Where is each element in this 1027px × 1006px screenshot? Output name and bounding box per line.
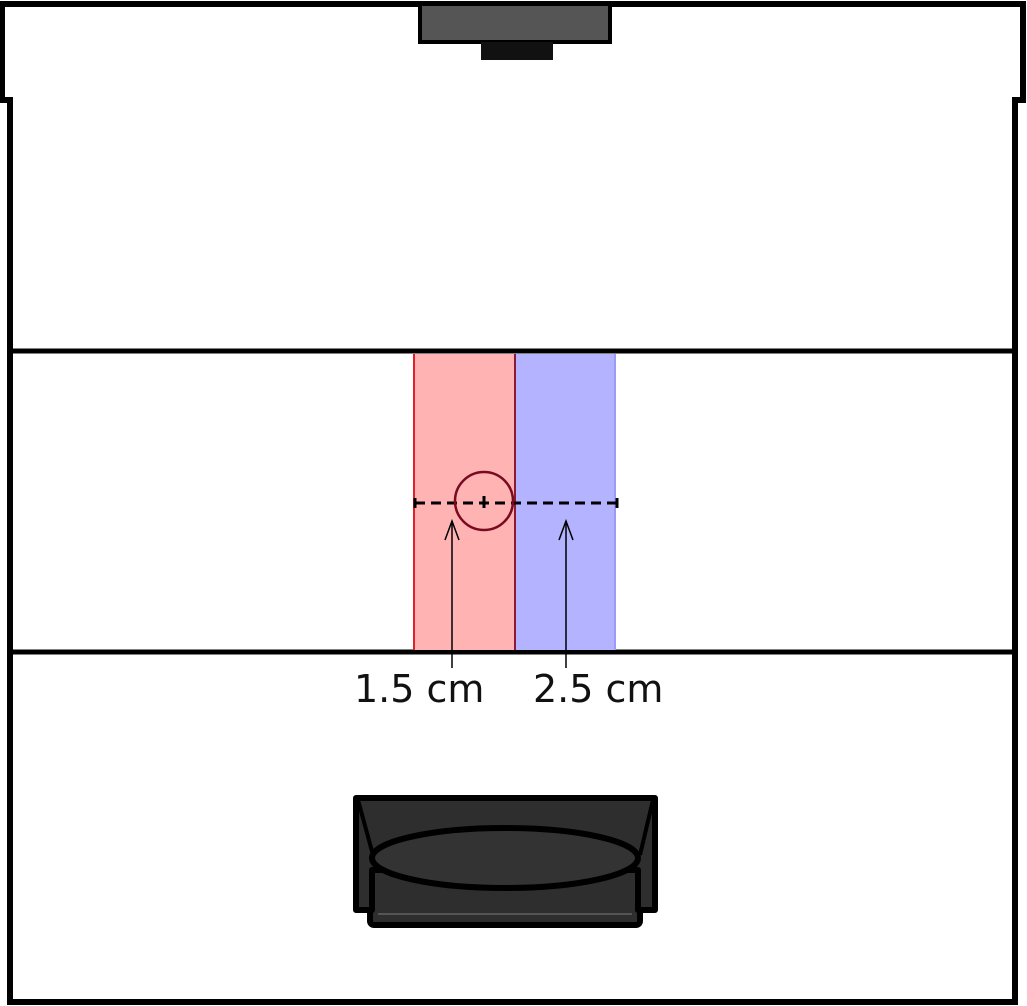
left-width-label: 1.5 cm (354, 667, 484, 711)
target-circle (453, 470, 515, 532)
left-pointer-arrow (444, 518, 460, 668)
right-pointer-arrow (558, 518, 574, 668)
overhead-light-icon (418, 2, 612, 60)
sensor-device-icon (353, 795, 658, 928)
right-width-label: 2.5 cm (533, 667, 663, 711)
